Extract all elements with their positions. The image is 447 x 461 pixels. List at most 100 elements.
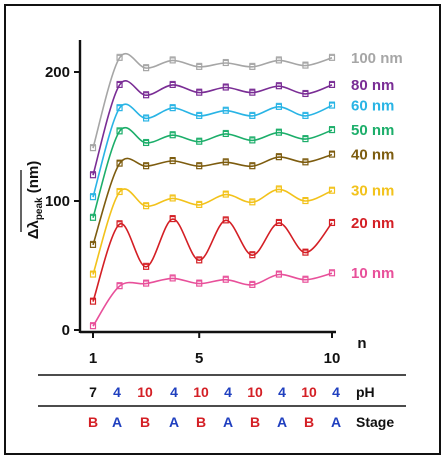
series-100-nm: 100 nm bbox=[89, 50, 403, 152]
y-axis-label: Δλpeak (nm) bbox=[25, 161, 45, 240]
data-point bbox=[222, 276, 229, 283]
x-tick-label: 5 bbox=[195, 350, 203, 367]
data-point bbox=[328, 270, 336, 277]
ph-value: 4 bbox=[113, 384, 121, 400]
data-point bbox=[169, 57, 176, 64]
data-point bbox=[196, 138, 203, 145]
data-point bbox=[196, 112, 203, 119]
ph-value: 4 bbox=[170, 384, 178, 400]
data-point bbox=[116, 81, 123, 89]
series-label: 40 nm bbox=[351, 147, 394, 164]
y-tick-label: 0 bbox=[62, 322, 70, 339]
data-point bbox=[143, 115, 150, 122]
data-point bbox=[249, 252, 256, 259]
data-point bbox=[196, 163, 203, 170]
y-axis-label-symbol: Δλ bbox=[25, 220, 42, 240]
data-point bbox=[328, 126, 336, 134]
data-point bbox=[249, 63, 256, 70]
stage-value: B bbox=[140, 414, 150, 430]
data-point bbox=[143, 92, 150, 99]
data-point bbox=[196, 63, 203, 70]
data-point bbox=[222, 59, 229, 67]
ph-row-label: pH bbox=[356, 384, 375, 400]
data-point bbox=[89, 145, 97, 152]
series-20-nm: 20 nm bbox=[89, 215, 394, 305]
stage-value: B bbox=[304, 414, 314, 430]
series-label: 100 nm bbox=[351, 50, 403, 67]
data-point bbox=[275, 83, 282, 90]
data-point bbox=[275, 103, 282, 110]
data-point bbox=[249, 137, 256, 144]
y-tick-label: 200 bbox=[45, 64, 70, 81]
y-axis-label-subscript: peak bbox=[34, 197, 45, 220]
y-axis-label-unit: (nm) bbox=[25, 161, 42, 198]
data-point bbox=[249, 89, 256, 96]
data-point bbox=[169, 275, 176, 282]
data-point bbox=[275, 219, 282, 227]
series-40-nm: 40 nm bbox=[89, 147, 394, 248]
data-point bbox=[328, 187, 336, 194]
data-point bbox=[302, 90, 309, 98]
data-point bbox=[89, 241, 97, 248]
data-point bbox=[222, 84, 229, 91]
series-label: 50 nm bbox=[351, 122, 394, 139]
series-50-nm: 50 nm bbox=[89, 122, 394, 221]
series-label: 30 nm bbox=[351, 183, 394, 200]
data-point bbox=[249, 112, 256, 119]
data-point bbox=[169, 157, 176, 165]
x-axis-label: n bbox=[357, 335, 366, 352]
data-point bbox=[196, 201, 203, 208]
data-point bbox=[302, 249, 309, 256]
series-30-nm: 30 nm bbox=[89, 183, 394, 278]
data-point bbox=[275, 129, 282, 136]
data-point bbox=[169, 215, 176, 223]
data-point bbox=[328, 54, 336, 61]
data-point bbox=[169, 132, 176, 139]
data-point bbox=[249, 281, 256, 288]
data-point bbox=[116, 283, 123, 290]
data-point bbox=[143, 65, 150, 72]
data-point bbox=[328, 151, 336, 158]
data-point bbox=[116, 105, 123, 112]
series-60-nm: 60 nm bbox=[89, 98, 394, 201]
data-point bbox=[169, 105, 176, 112]
ph-value: 10 bbox=[193, 384, 209, 400]
stage-value: B bbox=[196, 414, 206, 430]
series-line bbox=[92, 127, 333, 219]
data-point bbox=[169, 81, 176, 89]
data-point bbox=[222, 159, 229, 166]
data-point bbox=[116, 160, 123, 167]
series-line bbox=[92, 218, 333, 302]
data-point bbox=[275, 186, 282, 193]
data-point bbox=[302, 112, 309, 119]
stage-value: A bbox=[223, 414, 233, 430]
series-line bbox=[92, 80, 333, 176]
data-point bbox=[143, 280, 150, 287]
ph-value: 4 bbox=[332, 384, 340, 400]
data-point bbox=[116, 221, 123, 228]
data-point bbox=[89, 172, 97, 179]
data-point bbox=[89, 271, 97, 278]
data-point bbox=[89, 323, 97, 330]
series-10-nm: 10 nm bbox=[89, 265, 394, 330]
figure-frame bbox=[4, 4, 441, 455]
series-label: 20 nm bbox=[351, 215, 394, 232]
data-point bbox=[143, 139, 150, 147]
series-label: 80 nm bbox=[351, 77, 394, 94]
ph-value: 7 bbox=[89, 384, 97, 400]
series-line bbox=[92, 52, 333, 149]
data-point bbox=[143, 163, 150, 170]
series-line bbox=[92, 272, 333, 327]
x-tick-label: 1 bbox=[89, 350, 97, 367]
series-label: 10 nm bbox=[351, 265, 394, 282]
series-line bbox=[92, 103, 333, 198]
data-point bbox=[116, 54, 123, 61]
data-point bbox=[143, 203, 150, 210]
data-point bbox=[275, 57, 282, 64]
series-line bbox=[92, 153, 333, 246]
stage-value: A bbox=[169, 414, 179, 430]
data-point bbox=[89, 194, 97, 201]
stage-value: B bbox=[88, 414, 98, 430]
series-line bbox=[92, 188, 333, 275]
